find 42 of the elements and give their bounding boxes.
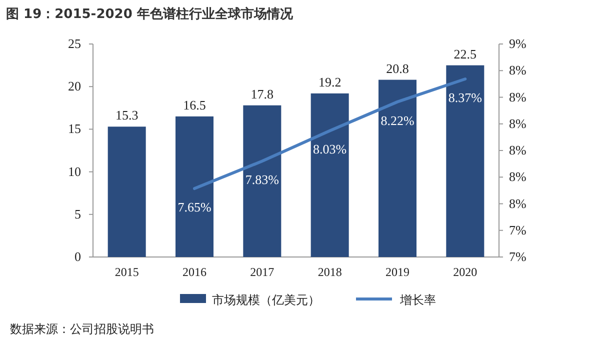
y2-tick-label: 9%: [509, 36, 526, 51]
bar: [378, 80, 416, 257]
x-tick-label: 2020: [453, 265, 478, 279]
data-label: 8.03%: [313, 142, 347, 157]
data-label: 8.22%: [380, 112, 414, 128]
y-tick-label: 20: [68, 78, 81, 94]
source-note: 数据来源：公司招股说明书: [10, 322, 154, 336]
y2-tick-label: 7%: [509, 222, 526, 238]
chart-title: 图 19：2015-2020 年色谱柱行业全球市场情况: [6, 6, 294, 22]
y2-tick-label: 8%: [509, 169, 526, 184]
x-tick-label: 2016: [182, 265, 206, 279]
y2-tick-label: 8%: [509, 196, 526, 211]
data-label: 8.37%: [448, 90, 482, 105]
x-tick-label: 2015: [114, 265, 139, 279]
y-tick-label: 15: [68, 121, 81, 136]
bar: [310, 93, 349, 257]
data-label: 19.2: [318, 74, 342, 90]
data-label: 7.65%: [178, 200, 212, 215]
bar: [176, 116, 214, 257]
y-tick-label: 5: [74, 206, 81, 222]
data-label: 16.5: [183, 97, 206, 112]
y2-tick-label: 8%: [509, 142, 526, 158]
y2-tick-label: 8%: [509, 62, 526, 78]
bar: [243, 105, 282, 257]
y2-tick-label: 8%: [509, 89, 526, 104]
y-tick-label: 0: [74, 249, 81, 264]
x-tick-label: 2019: [386, 265, 410, 279]
x-tick-label: 2018: [318, 265, 342, 279]
bar: [108, 126, 146, 257]
y-tick-label: 10: [68, 164, 81, 179]
y-tick-label: 25: [68, 36, 81, 51]
y2-tick-label: 7%: [509, 249, 526, 264]
legend-label: 增长率: [399, 293, 436, 307]
y2-tick-label: 8%: [509, 116, 526, 131]
data-label: 20.8: [386, 60, 409, 76]
data-label: 7.83%: [245, 172, 280, 188]
data-label: 15.3: [115, 108, 138, 123]
data-label: 22.5: [454, 46, 477, 62]
legend-label: 市场规模（亿美元）: [212, 293, 320, 307]
bar: [446, 65, 484, 257]
x-tick-label: 2017: [250, 265, 274, 279]
data-label: 17.8: [250, 86, 274, 102]
